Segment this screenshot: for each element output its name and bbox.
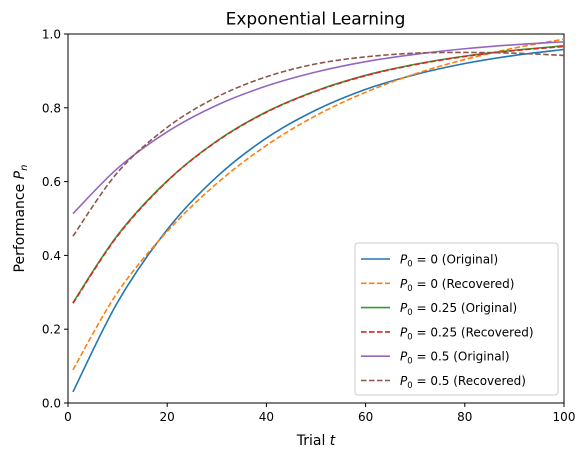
legend-entry-label: P0 = 0 (Recovered) [400, 277, 514, 294]
x-tick-label: 100 [553, 410, 576, 424]
series-line-5 [72, 40, 565, 215]
series-line-4 [72, 45, 565, 304]
legend-entry-label: P0 = 0.5 (Recovered) [400, 374, 526, 391]
y-axis-label: Performance Pn [12, 165, 30, 273]
x-axis-label-var: t [330, 433, 336, 449]
series-line-2 [72, 38, 565, 371]
legend-items: P0 = 0 (Original) P0 = 0 (Recovered) P0 = … [361, 253, 534, 391]
legend-entry-label: P0 = 0.5 (Original) [400, 350, 510, 367]
y-axis-ticks: 0.0 0.2 0.4 0.6 0.8 1.0 [42, 28, 68, 411]
y-axis-label-sub: n [19, 165, 30, 171]
legend-entry-label: P0 = 0.25 (Original) [400, 301, 517, 318]
y-tick-label: 0.4 [42, 249, 61, 263]
x-axis-label: Trial t [296, 433, 336, 449]
plot-area [67, 33, 565, 404]
y-axis-label-var: P [12, 170, 28, 179]
series-line-1 [72, 48, 565, 393]
y-tick-label: 0.8 [42, 101, 61, 115]
x-tick-label: 60 [358, 410, 373, 424]
x-axis-ticks: 0 20 40 60 80 100 [64, 403, 575, 424]
legend-entry-label: P0 = 0 (Original) [400, 253, 498, 270]
x-tick-label: 80 [457, 410, 472, 424]
y-tick-label: 0.0 [42, 397, 61, 411]
x-tick-label: 20 [160, 410, 175, 424]
y-tick-label: 0.2 [42, 323, 61, 337]
x-axis-label-prefix: Trial [296, 433, 330, 449]
y-axis-label-prefix: Performance [12, 179, 28, 272]
series-layer [72, 38, 565, 393]
y-tick-label: 1.0 [42, 28, 61, 42]
chart-title: Exponential Learning [226, 10, 406, 30]
y-tick-label: 0.6 [42, 175, 61, 189]
legend-entry-label: P0 = 0.25 (Recovered) [400, 325, 534, 342]
legend-frame [354, 242, 559, 396]
x-tick-label: 0 [64, 410, 72, 424]
x-tick-label: 40 [259, 410, 274, 424]
legend: P0 = 0 (Original) P0 = 0 (Recovered) P0 = … [354, 242, 559, 396]
series-line-6 [72, 51, 565, 237]
